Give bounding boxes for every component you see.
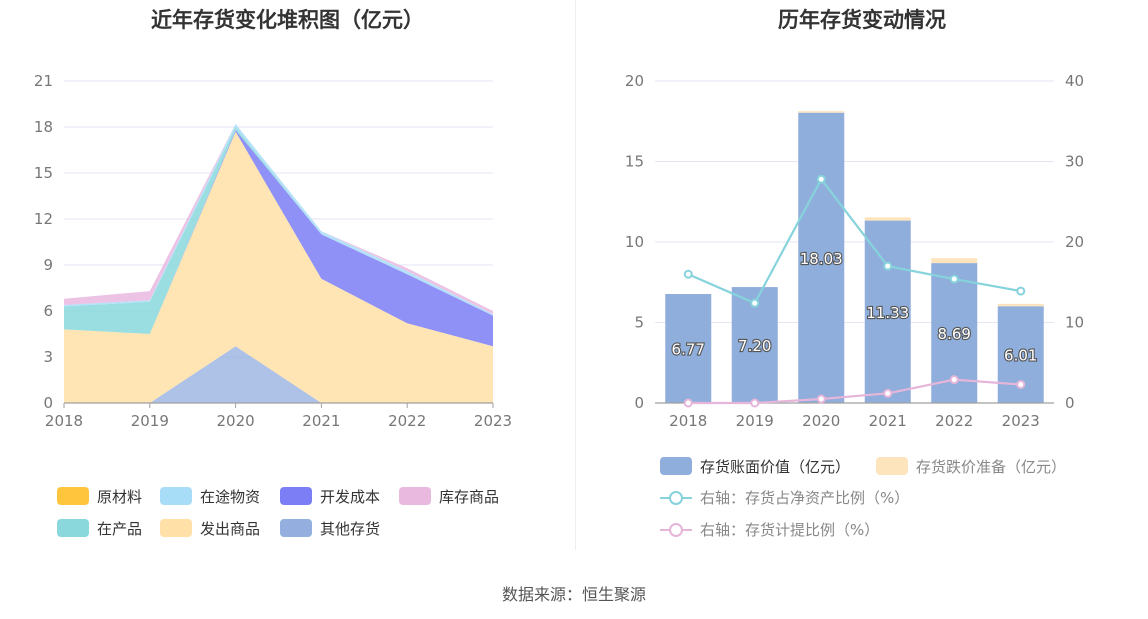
x-tick-label: 2021 bbox=[302, 412, 340, 430]
line-point bbox=[683, 269, 693, 279]
bar-provision bbox=[997, 303, 1044, 307]
line-point bbox=[816, 394, 826, 404]
line-point bbox=[750, 398, 760, 408]
legend-label: 存货跌价准备（亿元） bbox=[916, 458, 1066, 476]
y-right-tick-label: 30 bbox=[1065, 153, 1084, 171]
bar-value-label: 18.03 bbox=[800, 250, 843, 268]
y-tick-label: 3 bbox=[43, 348, 53, 366]
x-tick-label: 2019 bbox=[131, 412, 169, 430]
x-tick-label: 2023 bbox=[474, 412, 512, 430]
y-tick-label: 9 bbox=[43, 256, 53, 274]
y-tick-label: 15 bbox=[34, 164, 53, 182]
x-tick-label: 2023 bbox=[1002, 412, 1040, 430]
x-tick-label: 2020 bbox=[217, 412, 255, 430]
stacked-area-chart: 0369121518212018 2019 2020 2021 2022 2023原材料在… bbox=[34, 72, 512, 538]
line-point bbox=[883, 261, 893, 271]
legend-label: 右轴：存货占净资产比例（%） bbox=[700, 489, 909, 507]
legend-swatch bbox=[660, 457, 692, 475]
line-point bbox=[683, 398, 693, 408]
bar-value-label: 11.33 bbox=[866, 304, 909, 322]
left-chart-panel: 近年存货变化堆积图（亿元） 0 3 6 9 12 15 18 21 2018 2019 2020 20… bbox=[0, 0, 575, 560]
bar bbox=[665, 294, 712, 403]
legend-swatch bbox=[160, 519, 192, 537]
y-right-tick-label: 0 bbox=[1065, 394, 1075, 412]
legend-label: 原材料 bbox=[97, 488, 142, 506]
bar-value-label: 6.77 bbox=[672, 341, 705, 359]
y-left-tick-label: 10 bbox=[625, 233, 644, 251]
bar bbox=[798, 112, 845, 403]
legend-label: 在途物资 bbox=[200, 488, 260, 506]
legend-label: 在产品 bbox=[97, 520, 142, 538]
legend-label: 发出商品 bbox=[200, 520, 260, 538]
y-tick-label: 0 bbox=[43, 394, 53, 412]
line-point bbox=[883, 388, 893, 398]
y-right-tick-label: 20 bbox=[1065, 233, 1084, 251]
area-series-6 bbox=[64, 123, 493, 315]
x-tick-label: 2021 bbox=[869, 412, 907, 430]
y-tick-label: 18 bbox=[34, 118, 53, 136]
legend-swatch bbox=[57, 487, 89, 505]
legend-label: 存货账面价值（亿元） bbox=[700, 458, 850, 476]
y-tick-label: 21 bbox=[34, 72, 53, 90]
y-right-tick-label: 10 bbox=[1065, 314, 1084, 332]
panel-divider bbox=[575, 0, 576, 550]
line-point bbox=[1016, 379, 1026, 389]
y-left-tick-label: 0 bbox=[634, 394, 644, 412]
bar-provision bbox=[931, 258, 978, 264]
legend-swatch bbox=[160, 487, 192, 505]
legend-label: 库存商品 bbox=[439, 488, 499, 506]
y-left-tick-label: 5 bbox=[634, 314, 644, 332]
left-chart-title: 近年存货变化堆积图（亿元） bbox=[151, 8, 424, 32]
x-tick-label: 2022 bbox=[935, 412, 973, 430]
legend-label: 其他存货 bbox=[320, 520, 380, 538]
line-point bbox=[1016, 286, 1026, 296]
legend-label: 右轴：存货计提比例（%） bbox=[700, 521, 879, 539]
bar-value-label: 7.20 bbox=[738, 337, 771, 355]
line-series-1 bbox=[687, 177, 1021, 305]
legend-label: 开发成本 bbox=[320, 488, 380, 506]
legend-swatch bbox=[399, 487, 431, 505]
right-chart-title: 历年存货变动情况 bbox=[778, 8, 946, 32]
bar-line-combo-chart: 0 5 10 15 20 0 10 20 30 40 6.77 7.20 18.03 11.33 8.69 6… bbox=[625, 72, 1084, 539]
line-point bbox=[750, 298, 760, 308]
x-tick-label: 2018 bbox=[669, 412, 707, 430]
area-series-2 bbox=[64, 131, 493, 403]
y-tick-label: 6 bbox=[43, 302, 53, 320]
y-right-tick-label: 40 bbox=[1065, 72, 1084, 90]
bar-provision bbox=[798, 111, 845, 113]
legend-point-marker bbox=[669, 523, 683, 537]
legend-swatch bbox=[280, 519, 312, 537]
y-left-tick-label: 20 bbox=[625, 72, 644, 90]
x-tick-label: 2018 bbox=[45, 412, 83, 430]
legend-point-marker bbox=[669, 491, 683, 505]
bar bbox=[864, 220, 911, 403]
bar-value-label: 8.69 bbox=[938, 325, 971, 343]
bar-provision bbox=[864, 217, 911, 221]
legend-swatch bbox=[57, 519, 89, 537]
legend-swatch bbox=[876, 457, 908, 475]
line-series-2 bbox=[688, 378, 1021, 405]
x-tick-label: 2019 bbox=[736, 412, 774, 430]
area-series-3 bbox=[64, 130, 493, 347]
y-tick-label: 12 bbox=[34, 210, 53, 228]
line-point bbox=[816, 174, 826, 184]
bar-value-label: 6.01 bbox=[1004, 347, 1037, 365]
line-point bbox=[949, 274, 959, 284]
legend-swatch bbox=[280, 487, 312, 505]
area-series-4 bbox=[64, 127, 493, 334]
line-point bbox=[949, 375, 959, 385]
y-left-tick-label: 15 bbox=[625, 153, 644, 171]
x-tick-label: 2022 bbox=[388, 412, 426, 430]
x-tick-label: 2020 bbox=[802, 412, 840, 430]
data-source-text: 数据来源：恒生聚源 bbox=[501, 585, 646, 604]
right-chart-panel: 历年存货变动情况 0 5 10 15 20 0 10 20 30 40 6.77 7.20 18.03 1… bbox=[576, 0, 1148, 560]
